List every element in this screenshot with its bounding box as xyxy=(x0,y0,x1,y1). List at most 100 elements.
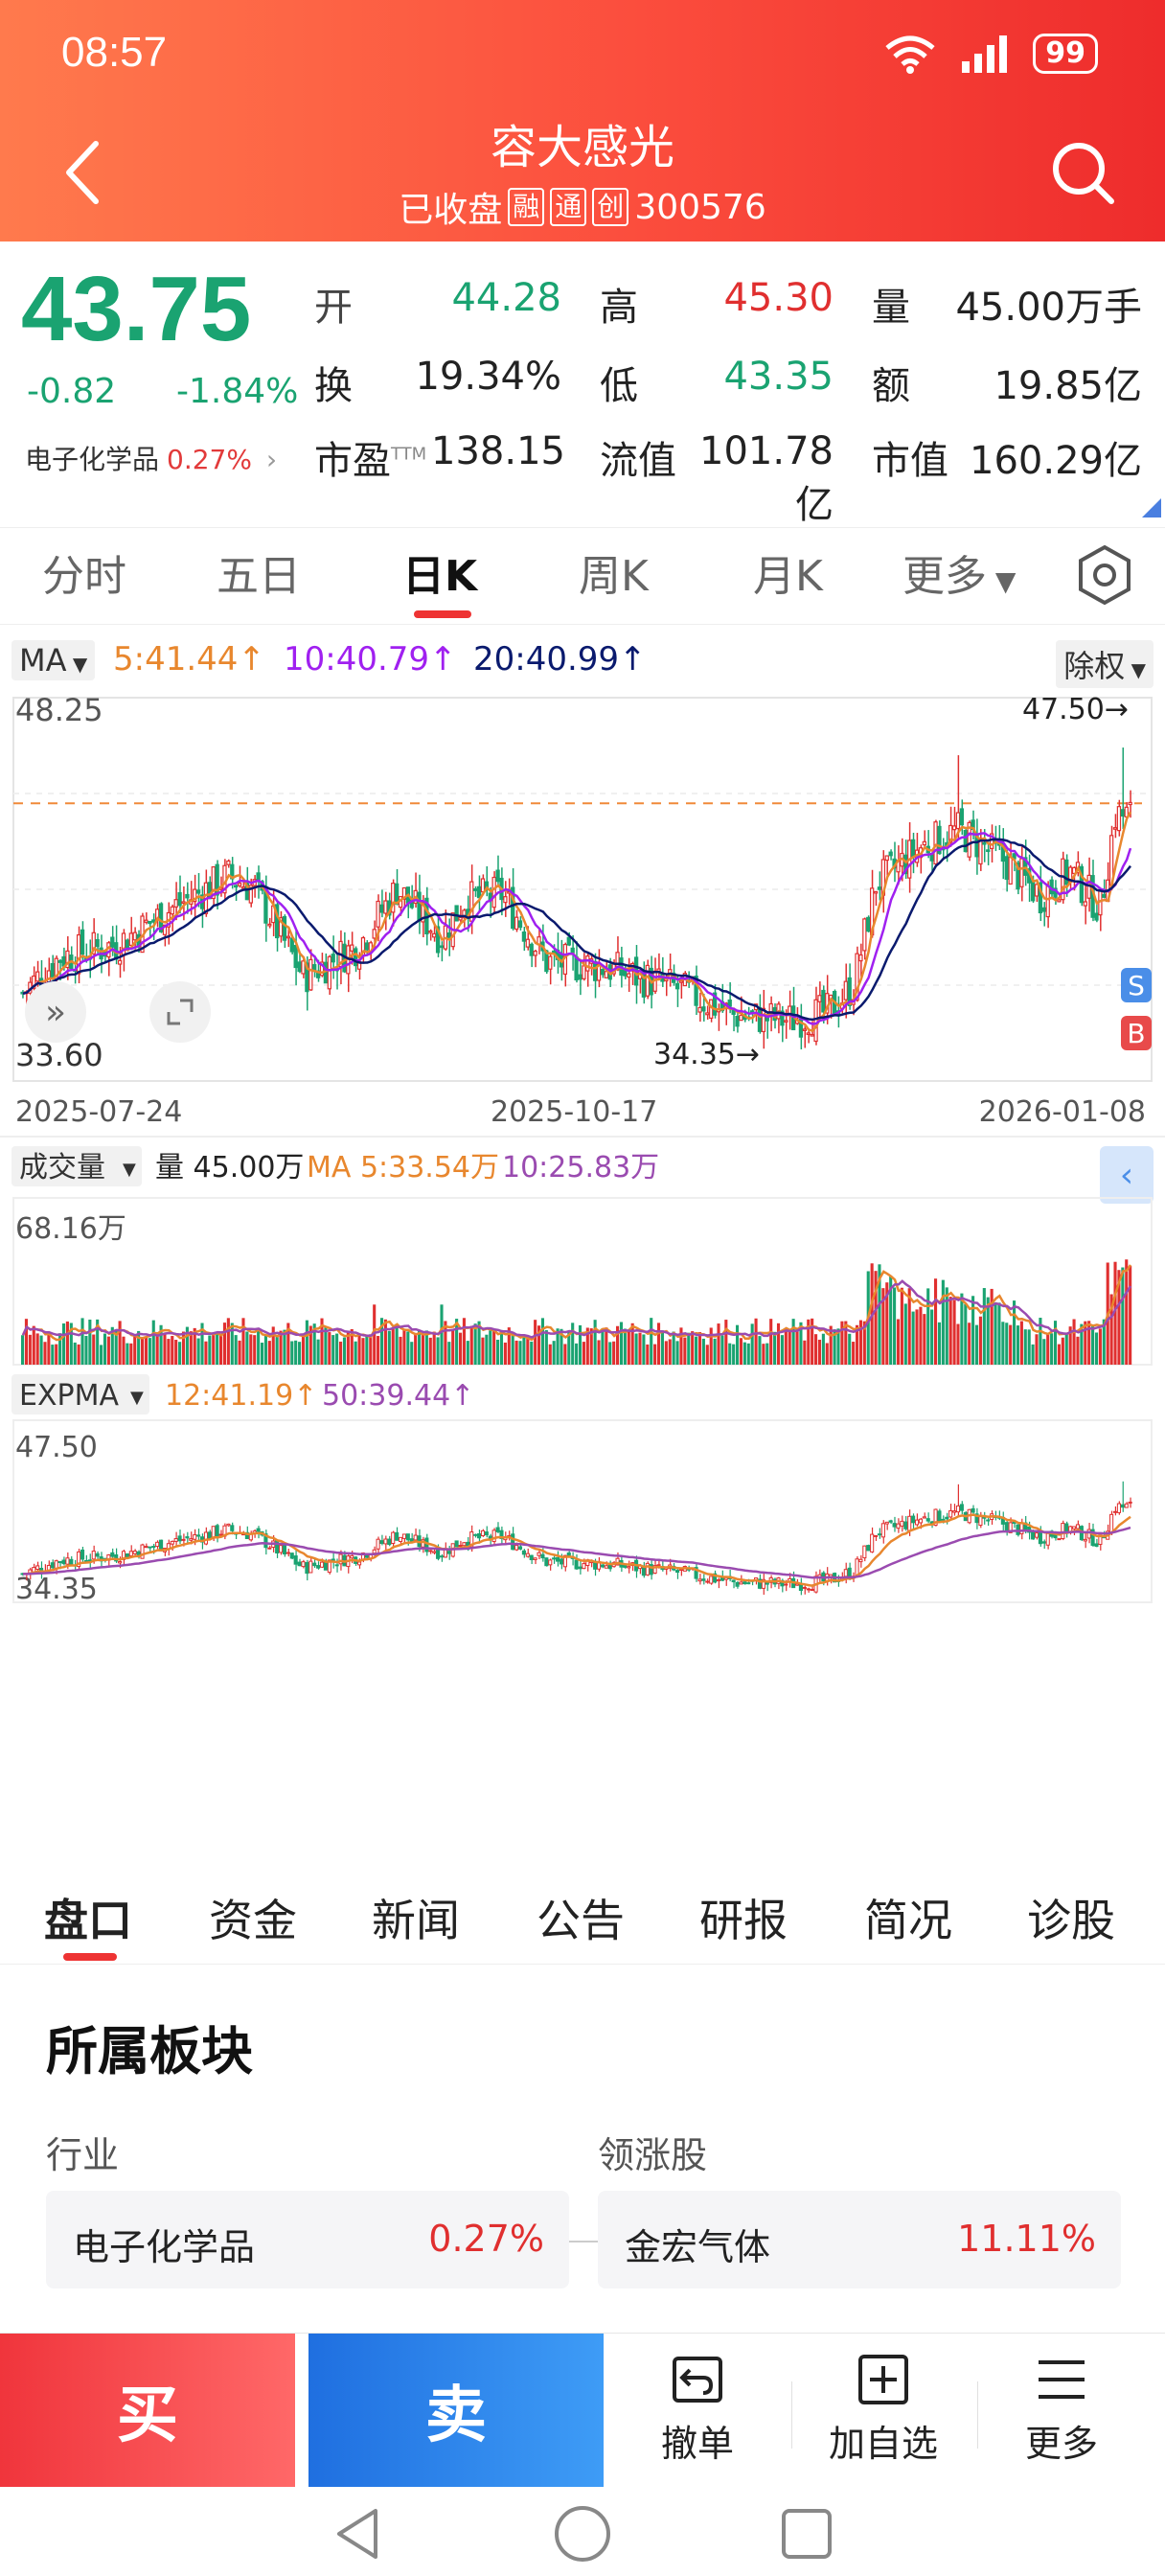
volume-bar xyxy=(1098,1328,1102,1365)
volume-bar xyxy=(338,1341,343,1365)
volume-bar xyxy=(212,1332,216,1365)
volume-bar xyxy=(964,1303,968,1365)
tab-research[interactable]: 研报 xyxy=(699,1895,788,1946)
volume-bar xyxy=(540,1318,545,1365)
volume-bar xyxy=(21,1335,25,1365)
collapse-left-button[interactable]: » xyxy=(25,981,86,1043)
back-icon[interactable] xyxy=(54,134,111,211)
k-line-chart[interactable]: 48.25 33.60 47.50→ 34.35→ » S B 2025-07-… xyxy=(0,690,1165,1869)
turnover-label: 换 xyxy=(314,364,353,408)
expma-candle-body xyxy=(529,1554,534,1561)
sell-button[interactable]: 卖 xyxy=(308,2334,604,2487)
volume-bar xyxy=(773,1331,777,1365)
expma-candle-body xyxy=(582,1563,586,1570)
tab-more[interactable]: 更多 ▼ xyxy=(902,552,1017,601)
candle-body xyxy=(469,881,474,922)
quote-panel: 43.75 -0.82 -1.84% 电子化学品 0.27% › 开 44.28 … xyxy=(0,242,1165,527)
candle-body xyxy=(472,887,478,891)
x-label-end: 2026-01-08 xyxy=(979,1095,1146,1129)
nav-back-icon[interactable] xyxy=(330,2505,387,2563)
expma-candle-body xyxy=(525,1552,530,1557)
nav-recents-icon[interactable] xyxy=(778,2505,835,2563)
volume-ma10-line xyxy=(21,1279,1132,1339)
expma-candle-body xyxy=(1038,1531,1042,1545)
volume-chip[interactable] xyxy=(11,1146,142,1186)
tab-intraday[interactable]: 分时 xyxy=(42,552,126,601)
tab-news[interactable]: 新闻 xyxy=(372,1895,460,1946)
leader-card[interactable]: 金宏气体 11.11% xyxy=(598,2191,1121,2288)
candle-body xyxy=(858,954,863,962)
volume-bar xyxy=(1035,1334,1039,1365)
tab-daily-k[interactable]: 日K xyxy=(402,552,478,601)
tab-profile[interactable]: 简况 xyxy=(864,1895,952,1946)
expma-candle-body xyxy=(645,1562,650,1576)
volume-bar xyxy=(328,1332,331,1365)
tab-announcements[interactable]: 公告 xyxy=(537,1895,625,1946)
settings-hexagon-icon[interactable] xyxy=(1073,543,1136,607)
tab-five-day[interactable]: 五日 xyxy=(217,552,301,601)
expand-corner-icon[interactable] xyxy=(1142,498,1161,518)
volume-bar xyxy=(458,1332,463,1365)
fullscreen-button[interactable] xyxy=(149,981,211,1043)
expma-candle-body xyxy=(537,1552,541,1556)
expma-candle-body xyxy=(810,1589,814,1592)
tab-monthly-k[interactable]: 月K xyxy=(753,552,823,601)
volume-bar xyxy=(978,1316,982,1365)
expma-candle-body xyxy=(986,1519,991,1522)
volume-bar xyxy=(1080,1323,1084,1365)
volume-bar xyxy=(1009,1324,1013,1365)
panel-toggle-button[interactable]: ‹ xyxy=(1100,1146,1154,1204)
low-label: 低 xyxy=(600,364,638,408)
volume-bar xyxy=(1027,1329,1031,1365)
add-watchlist-button[interactable]: 加自选 xyxy=(807,2351,960,2467)
candle-body xyxy=(802,1028,808,1032)
search-icon[interactable] xyxy=(1048,138,1117,207)
volume-bar xyxy=(705,1345,709,1365)
adjust-selector[interactable]: 除权 ▼ xyxy=(1056,640,1154,688)
battery-icon: 99 xyxy=(1033,34,1098,74)
volume-bar xyxy=(735,1324,740,1365)
expma-candle-body xyxy=(282,1544,287,1555)
expma-candle-body xyxy=(95,1552,100,1557)
cancel-order-button[interactable]: 撤单 xyxy=(621,2351,774,2467)
expma-12: 12:41.19↑ xyxy=(165,1379,317,1413)
volume-bar xyxy=(432,1331,436,1365)
expma-candle-body xyxy=(173,1538,178,1542)
volume-bar xyxy=(691,1331,695,1365)
expma-candle-body xyxy=(604,1565,608,1569)
industry-card[interactable]: 电子化学品 0.27% xyxy=(46,2191,569,2288)
candle-body xyxy=(821,989,826,1013)
candle-body xyxy=(181,901,186,905)
expma-candle-body xyxy=(50,1562,55,1569)
tab-quote-detail[interactable]: 盘口 xyxy=(44,1895,132,1946)
volume-bar xyxy=(878,1264,881,1365)
expma-candle-body xyxy=(1083,1538,1087,1542)
candle-body xyxy=(289,937,294,953)
expma-candle-body xyxy=(1120,1504,1125,1508)
expma-candle-body xyxy=(379,1540,384,1545)
expma-candle-body xyxy=(218,1533,223,1536)
ma-selector[interactable]: MA ▼ xyxy=(11,640,96,680)
volume-bar xyxy=(383,1319,387,1365)
sector-link[interactable]: 电子化学品 0.27% › xyxy=(25,439,277,477)
volume-bar xyxy=(679,1327,683,1365)
volume-bar xyxy=(1023,1329,1027,1365)
expma-candle-body xyxy=(244,1531,249,1540)
tab-diagnosis[interactable]: 诊股 xyxy=(1027,1895,1115,1946)
candle-body xyxy=(117,959,123,965)
tab-funds[interactable]: 资金 xyxy=(209,1895,297,1946)
volume-bar xyxy=(418,1330,422,1365)
volume-bar xyxy=(627,1331,630,1365)
volume-bar xyxy=(499,1329,504,1365)
volume-bar xyxy=(534,1320,537,1365)
volume-bar xyxy=(526,1338,530,1365)
more-button[interactable]: 更多 xyxy=(985,2351,1138,2467)
nav-home-icon[interactable] xyxy=(552,2503,613,2564)
volume-bar xyxy=(791,1319,795,1365)
buy-button[interactable]: 买 xyxy=(0,2334,295,2487)
volume-bar xyxy=(855,1324,859,1365)
volume-bar xyxy=(784,1331,788,1365)
turnover-value: 19.34% xyxy=(415,355,561,399)
expma-chip[interactable] xyxy=(11,1374,149,1414)
tab-weekly-k[interactable]: 周K xyxy=(579,552,649,601)
